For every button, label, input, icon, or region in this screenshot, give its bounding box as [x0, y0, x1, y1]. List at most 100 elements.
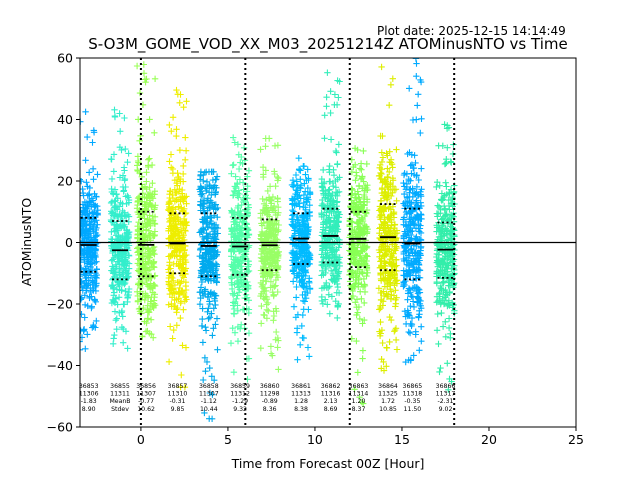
point	[198, 322, 206, 330]
point	[146, 254, 153, 261]
point	[445, 189, 453, 197]
point	[134, 231, 141, 238]
point	[84, 331, 91, 338]
point	[182, 256, 189, 264]
point	[81, 233, 88, 241]
point	[377, 169, 384, 177]
y-tick-label: 60	[57, 51, 73, 66]
point	[375, 285, 383, 292]
point	[434, 297, 442, 305]
point	[112, 317, 119, 324]
point	[166, 262, 173, 269]
point	[211, 221, 218, 229]
scatter-group-36862	[318, 69, 343, 322]
point	[197, 184, 204, 191]
point	[166, 191, 173, 198]
point	[349, 200, 357, 207]
point	[433, 250, 441, 258]
point	[82, 201, 89, 209]
point	[302, 188, 309, 195]
point	[382, 260, 389, 267]
point	[145, 156, 152, 163]
point	[378, 327, 386, 334]
point	[231, 188, 239, 196]
point	[386, 168, 393, 176]
point	[142, 201, 149, 208]
point	[436, 368, 443, 376]
point	[326, 283, 333, 290]
point	[433, 222, 440, 229]
point	[82, 218, 89, 225]
point	[415, 91, 422, 98]
point	[175, 279, 183, 286]
point	[245, 309, 252, 317]
point	[418, 338, 425, 345]
point	[91, 190, 98, 197]
point	[244, 173, 251, 180]
point	[270, 232, 278, 239]
point	[121, 261, 128, 269]
point	[442, 333, 449, 340]
scatter-layer	[80, 58, 458, 422]
point	[182, 134, 189, 141]
point	[351, 145, 359, 152]
point	[389, 254, 396, 261]
point	[378, 356, 385, 363]
point	[322, 269, 329, 277]
point	[94, 210, 101, 217]
point	[294, 217, 301, 224]
point	[383, 344, 390, 351]
point	[210, 212, 218, 219]
point	[414, 202, 421, 209]
point	[124, 293, 132, 301]
point	[108, 198, 116, 205]
point	[407, 162, 414, 169]
point	[143, 319, 150, 327]
point	[435, 268, 442, 276]
point	[417, 211, 424, 218]
point	[274, 195, 281, 202]
point	[378, 149, 385, 156]
point	[202, 324, 209, 331]
point	[438, 197, 445, 204]
point	[151, 206, 158, 213]
stat-text: 11325	[378, 391, 398, 398]
point	[229, 162, 236, 169]
point	[319, 300, 327, 307]
point	[151, 251, 158, 258]
point	[318, 213, 325, 220]
point	[391, 221, 399, 228]
point	[144, 302, 151, 309]
point	[169, 114, 177, 121]
point	[405, 176, 412, 183]
point	[142, 79, 149, 86]
point	[379, 154, 387, 161]
point	[400, 235, 407, 242]
point	[378, 63, 385, 71]
point	[382, 194, 390, 201]
point	[402, 186, 410, 193]
point	[203, 185, 211, 192]
point	[274, 173, 281, 181]
point	[213, 173, 221, 180]
point	[139, 184, 146, 191]
point	[86, 169, 93, 176]
point	[292, 171, 300, 179]
point	[358, 214, 365, 221]
y-tick-label: 0	[65, 235, 73, 250]
point	[135, 238, 143, 245]
point	[406, 186, 413, 194]
point	[392, 287, 399, 294]
point	[294, 356, 301, 363]
point	[332, 225, 340, 232]
point	[235, 289, 243, 296]
point	[80, 220, 83, 227]
point	[211, 229, 219, 237]
point	[136, 137, 143, 144]
point	[335, 300, 342, 308]
point	[327, 109, 334, 117]
point	[92, 282, 100, 289]
point	[291, 223, 298, 230]
point	[200, 171, 207, 179]
point	[392, 278, 399, 285]
